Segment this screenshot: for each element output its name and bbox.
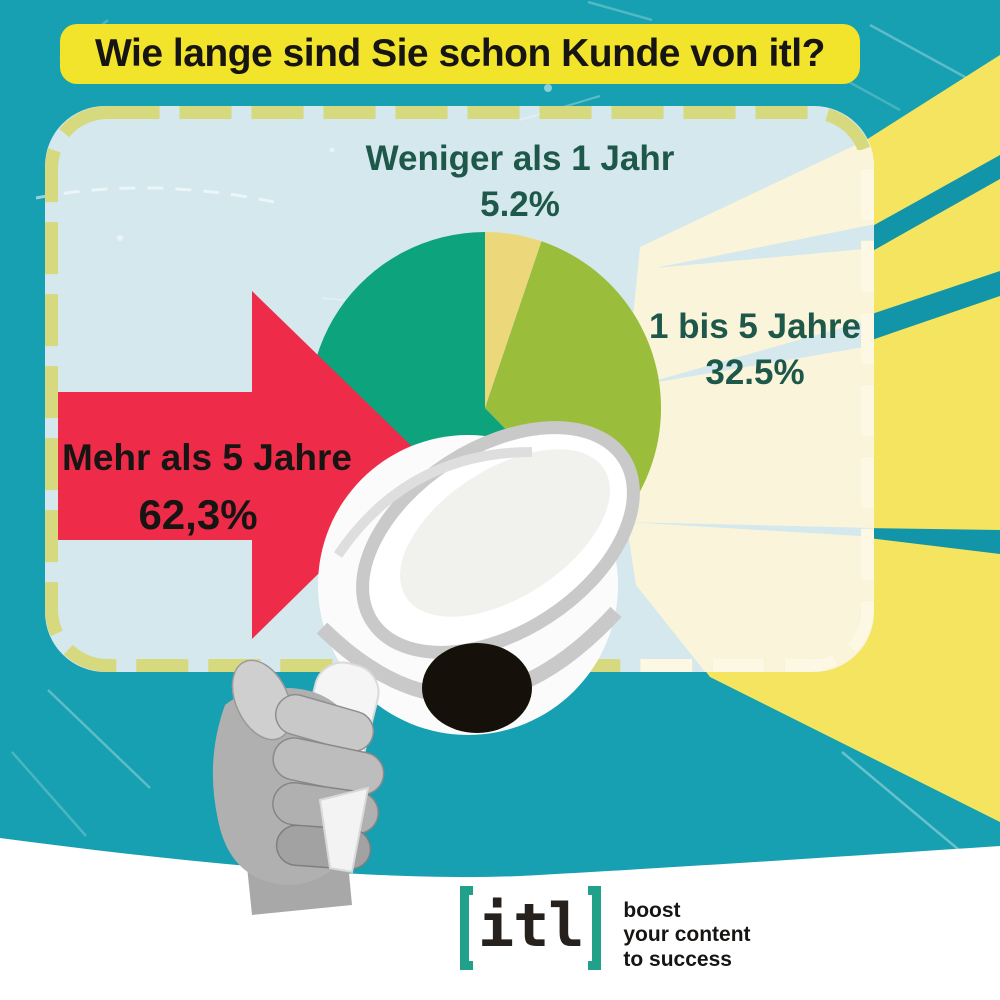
pie-slice-0 [485, 232, 542, 408]
hand-illustration [212, 659, 385, 915]
logo-bracket-left [460, 886, 473, 970]
pie-label-weniger-als-1-jahr: Weniger als 1 Jahr 5.2% [330, 136, 710, 228]
slice-value: 32.5% [705, 353, 805, 393]
megaphone-rim-highlight [333, 447, 533, 558]
light-beam-inner [618, 106, 874, 672]
tagline-line-1: boost [623, 899, 681, 922]
logo-wordmark: itl [478, 891, 584, 961]
title-text: Wie lange sind Sie schon Kunde von itl? [95, 32, 825, 75]
tagline-line-2: your content [623, 923, 751, 947]
light-beam-gaps-inner [626, 224, 874, 537]
megaphone-mouth-inner [400, 449, 610, 617]
tagline-line-3: to success [623, 947, 732, 971]
logo-bracket-right [588, 886, 602, 970]
megaphone-cap [422, 643, 532, 733]
pie-label-1-bis-5-jahre: 1 bis 5 Jahre 32.5% [630, 304, 880, 396]
slice-value: 5.2% [480, 185, 560, 225]
title-banner: Wie lange sind Sie schon Kunde von itl? [60, 24, 860, 84]
logo-tagline: boost your content to success [623, 886, 750, 972]
logo-mark: itl [460, 886, 602, 970]
light-beam-gaps-outer [860, 155, 1000, 554]
arrow-label-value: 62,3% [138, 491, 258, 538]
slice-label: Weniger als 1 Jahr [365, 139, 675, 178]
megaphone-handle-tip [318, 786, 370, 874]
panel-dashed-border-light [630, 150, 874, 672]
itl-logo: itl boost your content to success [460, 886, 751, 972]
arrow-label-text: Mehr als 5 Jahre [62, 437, 352, 478]
slice-label: 1 bis 5 Jahre [648, 307, 862, 346]
